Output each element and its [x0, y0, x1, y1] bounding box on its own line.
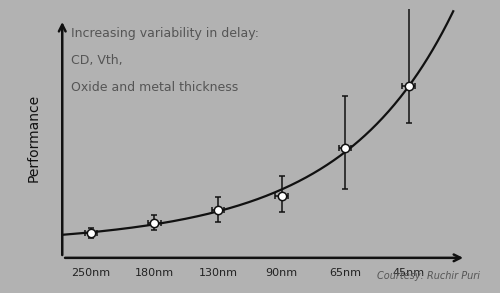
Text: 250nm: 250nm	[72, 268, 110, 278]
Text: 45nm: 45nm	[392, 268, 425, 278]
Text: CD, Vth,: CD, Vth,	[70, 54, 122, 67]
Text: Courtesy: Ruchir Puri: Courtesy: Ruchir Puri	[377, 271, 480, 281]
Text: Oxide and metal thickness: Oxide and metal thickness	[70, 81, 238, 94]
Text: 130nm: 130nm	[198, 268, 237, 278]
Text: 180nm: 180nm	[135, 268, 174, 278]
Text: 65nm: 65nm	[329, 268, 361, 278]
Text: Performance: Performance	[26, 93, 40, 182]
Text: 90nm: 90nm	[266, 268, 298, 278]
Text: Increasing variability in delay:: Increasing variability in delay:	[70, 28, 258, 40]
